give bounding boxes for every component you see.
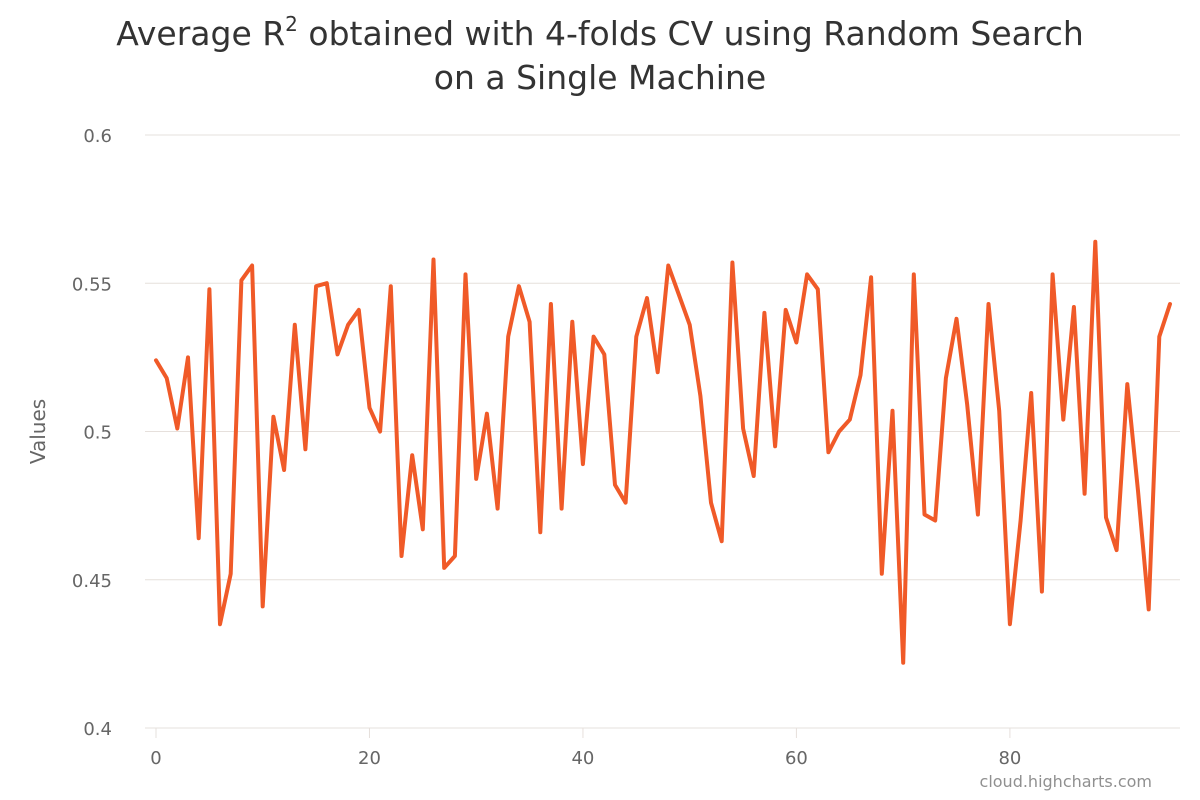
chart-title-line-2: on a Single Machine xyxy=(433,58,767,97)
y-axis-title: Values xyxy=(26,399,50,464)
x-tick-label: 20 xyxy=(358,748,381,769)
x-tick-label: 80 xyxy=(998,748,1021,769)
y-tick-label: 0.6 xyxy=(83,126,112,147)
x-tick-label: 0 xyxy=(150,748,161,769)
chart-title-line-1: Average R2 obtained with 4-folds CV usin… xyxy=(116,12,1084,53)
series-line xyxy=(154,239,1172,665)
y-tick-label: 0.5 xyxy=(83,423,112,444)
x-tick-label: 40 xyxy=(571,748,594,769)
chart-title: Average R2 obtained with 4-folds CV usin… xyxy=(0,12,1200,100)
x-tick-label: 60 xyxy=(785,748,808,769)
y-tick-label: 0.45 xyxy=(72,571,112,592)
y-tick-label: 0.4 xyxy=(83,719,112,740)
y-tick-label: 0.55 xyxy=(72,274,112,295)
credits-link[interactable]: cloud.highcharts.com xyxy=(979,772,1152,791)
